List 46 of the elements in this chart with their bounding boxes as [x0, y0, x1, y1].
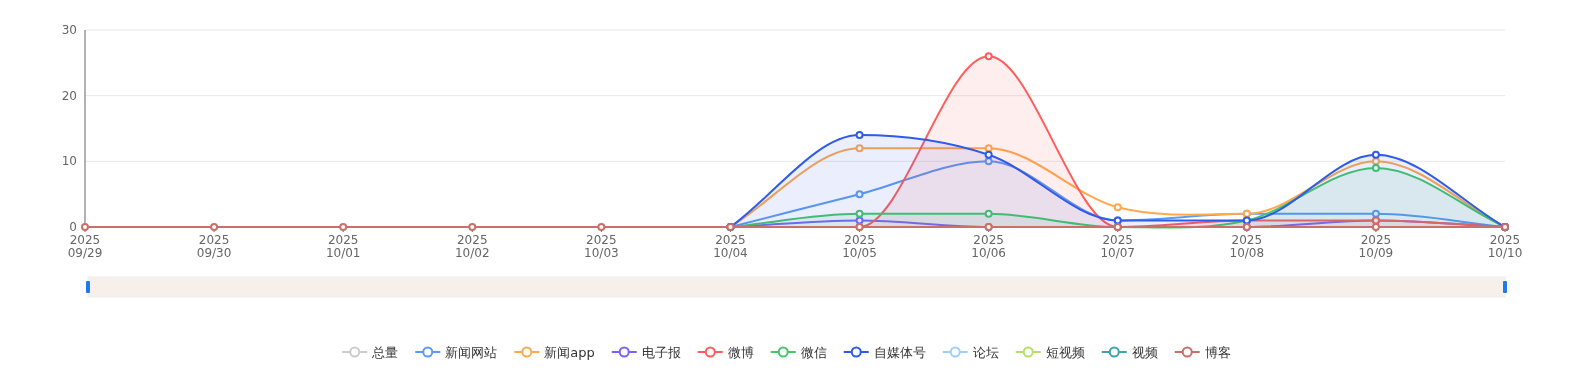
legend-label: 新闻网站	[445, 345, 498, 360]
point	[1371, 163, 1380, 172]
point	[855, 190, 864, 199]
y-tick-label: 30	[61, 23, 77, 37]
x-tick-label: 2025 10/02	[454, 233, 490, 260]
x-tick-label: 2025 10/01	[325, 233, 361, 260]
x-tick-label: 2025 10/08	[1229, 233, 1265, 260]
legend-label: 新闻app	[544, 345, 595, 360]
x-tick-label: 2025 10/10	[1487, 233, 1523, 260]
point	[1113, 203, 1122, 212]
y-tick-label: 20	[61, 88, 77, 103]
point	[1371, 150, 1380, 159]
y-tick-label: 10	[61, 154, 77, 169]
point	[855, 144, 864, 153]
point	[1371, 209, 1380, 218]
x-tick-label: 2025 10/05	[842, 233, 877, 260]
point	[984, 52, 993, 61]
point	[210, 223, 219, 231]
x-tick-label: 2025 10/04	[713, 233, 748, 260]
point	[597, 223, 606, 231]
x-tick-label: 2025 10/03	[584, 233, 619, 260]
x-tick-label: 2025 10/06	[971, 233, 1006, 260]
legend-label: 微信	[800, 345, 827, 360]
x-tick-label: 2025 10/09	[1358, 233, 1394, 260]
x-tick-label: 2025 09/29	[67, 233, 103, 260]
point	[1371, 223, 1380, 231]
point	[1371, 157, 1380, 166]
legend-label: 论坛	[972, 345, 999, 360]
point	[468, 223, 477, 231]
legend-label: 博客	[1204, 345, 1231, 360]
x-tick-label: 2025 10/07	[1100, 233, 1136, 260]
x-tick-label: 2025 09/30	[196, 233, 232, 260]
point	[855, 131, 864, 140]
legend-label: 短视频	[1045, 345, 1085, 360]
point	[984, 157, 993, 166]
legend-label: 微博	[727, 345, 754, 360]
legend-label: 电子报	[641, 345, 681, 360]
point	[339, 223, 348, 231]
point	[984, 150, 993, 159]
legend-label: 自媒体号	[873, 345, 926, 360]
point	[855, 209, 864, 218]
legend-label: 总量	[371, 345, 399, 360]
legend-label: 视频	[1131, 345, 1158, 360]
y-tick-label: 0	[69, 220, 77, 234]
point	[984, 209, 993, 218]
point	[984, 144, 993, 153]
